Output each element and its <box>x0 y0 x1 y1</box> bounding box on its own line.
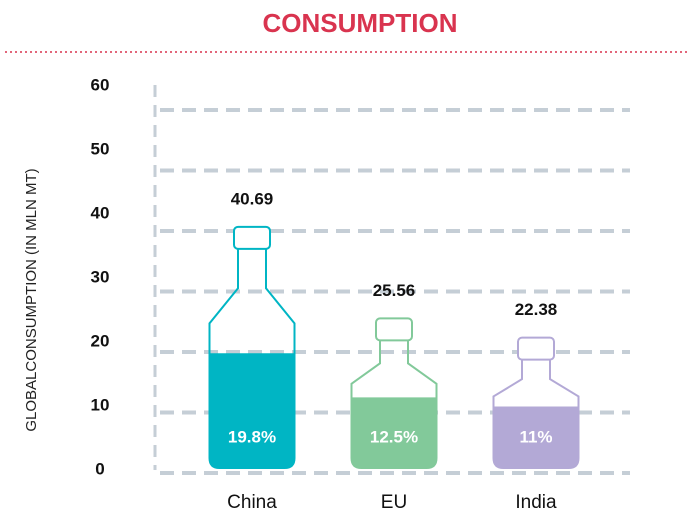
x-tick-label: China <box>227 492 277 513</box>
bottle <box>350 340 438 469</box>
bottle <box>208 248 296 469</box>
share-label: 11% <box>519 427 552 446</box>
bottle-cap <box>517 336 555 361</box>
y-tick-label: 50 <box>91 139 110 158</box>
y-axis-label: GLOBALCONSUMPTION (IN MLN MT) <box>23 168 40 431</box>
bottle-fill <box>209 353 295 468</box>
x-tick-label: EU <box>381 492 407 513</box>
y-tick-label: 40 <box>91 203 110 222</box>
share-label: 19.8% <box>228 427 276 446</box>
bottle-cap <box>375 317 413 342</box>
bottle-fill <box>351 397 437 468</box>
value-label: 22.38 <box>515 300 558 319</box>
x-tick-label: India <box>515 492 557 513</box>
value-label: 25.56 <box>373 281 416 300</box>
bottle-cap <box>233 225 271 250</box>
share-label: 12.5% <box>370 427 418 446</box>
y-tick-label: 0 <box>95 459 104 478</box>
y-tick-label: 10 <box>91 395 110 414</box>
value-label: 40.69 <box>231 189 274 208</box>
bottle-fill <box>493 406 579 468</box>
chart-title: CONSUMPTION <box>263 8 458 38</box>
y-tick-label: 30 <box>91 267 110 286</box>
bottle <box>492 359 580 469</box>
y-tick-label: 60 <box>91 75 110 94</box>
y-tick-label: 20 <box>91 331 110 350</box>
